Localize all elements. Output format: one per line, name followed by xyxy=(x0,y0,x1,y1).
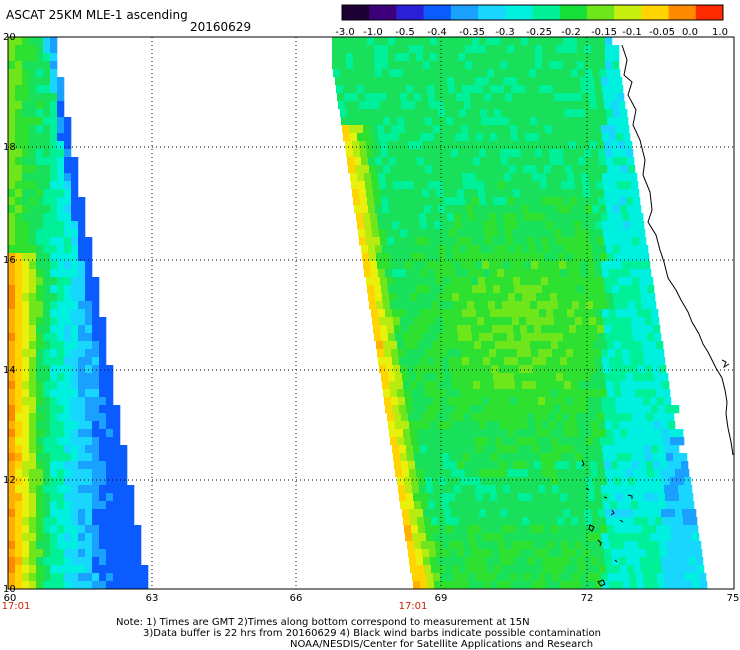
colorbar-label: -0.3 xyxy=(495,27,515,38)
x-tick-label: 72 xyxy=(581,593,594,604)
time-label: 17:01 xyxy=(399,601,428,612)
coast-detail xyxy=(721,359,730,369)
x-tick-label: 63 xyxy=(146,593,159,604)
colorbar-segment xyxy=(641,5,670,20)
colorbar-label: -0.25 xyxy=(526,27,552,38)
colorbar-segment xyxy=(505,5,533,20)
colorbar-segment xyxy=(668,5,697,20)
colorbar-label: -0.35 xyxy=(459,27,485,38)
colorbar-segment xyxy=(423,5,452,20)
x-tick-label: 60 xyxy=(4,593,17,604)
colorbar-label: 0.0 xyxy=(682,27,698,38)
y-tick-label: 16 xyxy=(3,255,16,266)
swath-right xyxy=(332,37,708,589)
x-tick-label: 75 xyxy=(727,593,740,604)
gridlines xyxy=(8,37,734,589)
y-tick-label: 20 xyxy=(3,32,16,43)
colorbar-label: -0.2 xyxy=(561,27,581,38)
note-line-3: NOAA/NESDIS/Center for Satellite Applica… xyxy=(290,639,594,650)
colorbar-segment xyxy=(695,5,724,20)
colorbar-segment xyxy=(614,5,642,20)
colorbar-segment xyxy=(532,5,561,20)
note-line-2: 3)Data buffer is 22 hrs from 20160629 4)… xyxy=(143,628,601,639)
coastline xyxy=(621,44,734,456)
note-line-1: Note: 1) Times are GMT 2)Times along bot… xyxy=(116,617,530,628)
colorbar-segment xyxy=(586,5,615,20)
colorbar-label: -0.05 xyxy=(649,27,675,38)
colorbar-label: -1.0 xyxy=(363,27,383,38)
plot-frame xyxy=(7,36,735,590)
colorbar-segment xyxy=(396,5,425,20)
y-tick-label: 18 xyxy=(3,142,16,153)
colorbar-label: -0.4 xyxy=(427,27,447,38)
colorbar-label: -0.15 xyxy=(591,27,617,38)
colorbar-segment xyxy=(450,5,479,20)
map-date: 20160629 xyxy=(190,20,252,34)
y-tick-label: 10 xyxy=(3,584,16,595)
colorbar-segment xyxy=(478,5,506,20)
islands xyxy=(581,459,633,587)
axis-tick-labels: 60 63 66 69 72 75 20 18 16 14 12 10 17:01 17:01 xyxy=(2,32,740,612)
swath-left xyxy=(8,37,149,589)
map-title: ASCAT 25KM MLE-1 ascending xyxy=(6,8,188,22)
x-tick-label: 66 xyxy=(290,593,303,604)
y-tick-label: 14 xyxy=(3,365,16,376)
y-tick-label: 12 xyxy=(3,475,16,486)
colorbar: -3.0 -1.0 -0.5 -0.4 -0.35 -0.3 -0.25 -0.2 -0.15-… xyxy=(335,4,728,38)
colorbar-label: 1.0 xyxy=(712,27,728,38)
colorbar-label: -0.5 xyxy=(395,27,415,38)
colorbar-segment xyxy=(342,5,370,20)
x-tick-label: 69 xyxy=(435,593,448,604)
colorbar-segment xyxy=(559,5,588,20)
colorbar-segment xyxy=(369,5,397,20)
colorbar-label: -3.0 xyxy=(335,27,355,38)
colorbar-frame xyxy=(341,4,724,21)
time-label: 17:01 xyxy=(2,601,31,612)
colorbar-label: -0.1 xyxy=(622,27,642,38)
